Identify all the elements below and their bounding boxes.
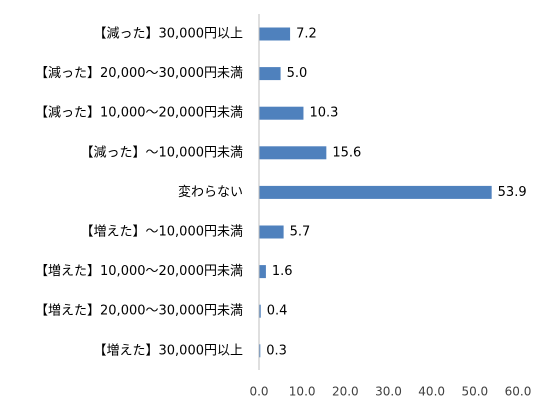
data-label: 0.3 (266, 343, 287, 358)
category-label: 変わらない (178, 184, 243, 200)
value-labels: 7.2 5.0 10.3 15.6 53.9 5.7 1.6 0.4 0.3 (266, 27, 526, 359)
bar (259, 146, 327, 160)
x-tick-label: 40.0 (418, 385, 445, 399)
bar (259, 27, 291, 41)
category-label: 【減った】30,000円以上 (94, 26, 244, 42)
x-tick-label: 10.0 (289, 385, 316, 399)
x-tick-label: 0.0 (249, 385, 268, 399)
bar (259, 265, 266, 279)
bar (259, 67, 281, 81)
bars (259, 27, 492, 358)
data-label: 15.6 (332, 145, 361, 160)
category-label: 【減った】10,000～20,000円未満 (35, 105, 243, 121)
category-label: 【増えた】20,000～30,000円未満 (35, 304, 243, 319)
category-labels: 【減った】30,000円以上【減った】20,000～30,000円未満【減った】… (35, 26, 243, 359)
bar (259, 225, 284, 239)
bar (259, 304, 261, 318)
data-label: 7.2 (296, 27, 317, 42)
category-label: 【増えた】10,000～20,000円未満 (35, 264, 243, 279)
data-label: 53.9 (498, 185, 527, 200)
x-tick-label: 20.0 (332, 385, 359, 399)
bar (259, 106, 304, 120)
data-label: 5.0 (287, 66, 308, 81)
bar (259, 185, 492, 199)
data-label: 1.6 (272, 264, 293, 279)
bar (259, 344, 261, 358)
category-label: 【減った】20,000～30,000円未満 (35, 65, 243, 81)
x-tick-label: 50.0 (461, 385, 488, 399)
x-tick-label: 30.0 (375, 385, 402, 399)
data-label: 10.3 (309, 106, 338, 121)
category-label: 【増えた】30,000円以上 (94, 343, 244, 358)
x-tick-label: 60.0 (505, 385, 532, 399)
category-label: 【増えた】～10,000円未満 (81, 225, 244, 240)
data-label: 5.7 (290, 225, 311, 240)
data-label: 0.4 (267, 304, 288, 319)
x-axis-tick-labels: 0.0 10.0 20.0 30.0 40.0 50.0 60.0 (249, 385, 531, 399)
category-label: 【減った】～10,000円未満 (81, 144, 244, 160)
